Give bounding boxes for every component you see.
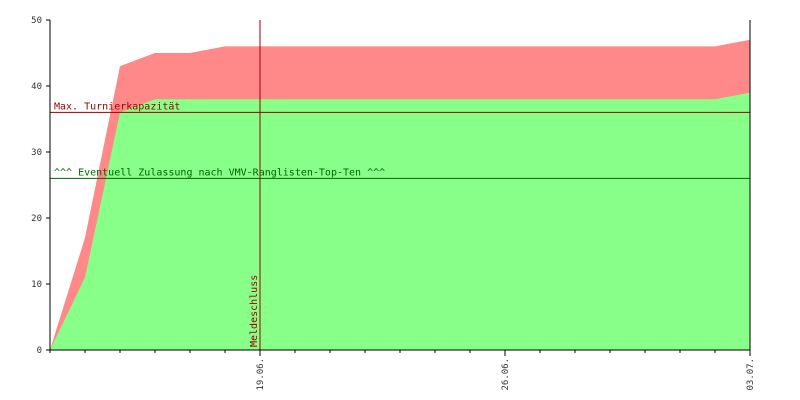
y-tick-label-40: 40 xyxy=(31,82,42,92)
reference-label-2: ^^^ Eventuell Zulassung nach VMV-Ranglis… xyxy=(54,167,385,178)
y-tick-label-0: 0 xyxy=(37,346,42,356)
reference-lines: Max. Turnierkapazität ^^^ Eventuell Zulas… xyxy=(50,20,750,350)
y-tick-label-30: 30 xyxy=(31,148,42,158)
x-tick-label-3: 03.07. xyxy=(746,358,756,391)
y-tick-label-20: 20 xyxy=(31,214,42,224)
area-series-2 xyxy=(50,92,750,350)
axes: 0 10 20 30 40 50 19.06. 26.06. 03.07. xyxy=(31,16,756,391)
reference-label-3: Meldeschluss xyxy=(249,275,260,347)
y-tick-label-10: 10 xyxy=(31,280,42,290)
reference-label-1: Max. Turnierkapazität xyxy=(54,101,180,112)
area-layer xyxy=(50,39,750,351)
x-tick-label-2: 26.06. xyxy=(501,358,511,391)
y-tick-label-50: 50 xyxy=(31,16,42,26)
x-tick-label-1: 19.06. xyxy=(256,358,266,391)
